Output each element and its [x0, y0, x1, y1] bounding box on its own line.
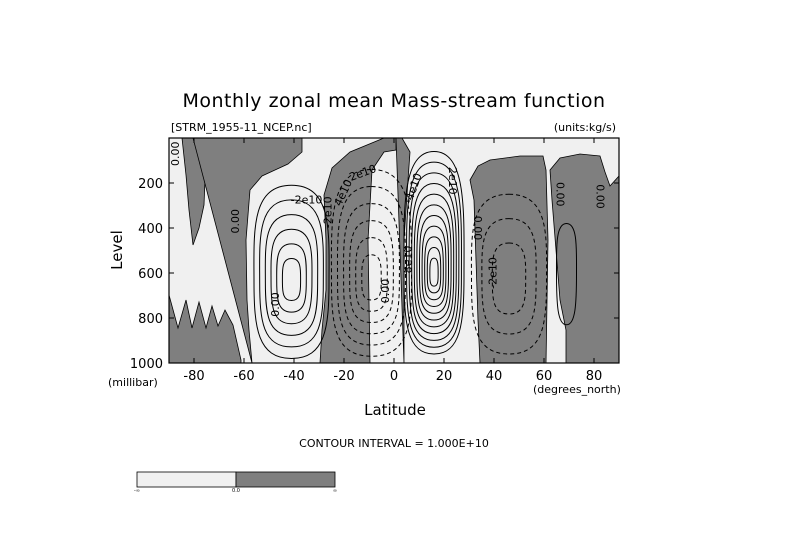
shading-layer: [169, 138, 619, 363]
colorbar-swatch-positive: [136, 471, 237, 488]
contour-line: [406, 161, 462, 348]
contour-line: [416, 204, 452, 321]
contour-line: [491, 242, 527, 315]
contour-line: [253, 184, 330, 360]
contour-label: 8e10: [402, 246, 415, 274]
contour-line: [555, 222, 578, 326]
x-tick-label: 60: [536, 369, 553, 384]
y-axis-ticks: 200 400 600 800 1000: [130, 177, 619, 372]
units-label: (units:kg/s): [554, 121, 616, 134]
x-axis-label: Latitude: [364, 401, 426, 419]
x-axis-ticks: -80 -60 -40 -20 0 20 40 60 80: [183, 138, 602, 384]
colorbar-label-max: ∞: [333, 488, 337, 494]
contour-line: [343, 203, 400, 335]
contour-label: -2e10: [291, 193, 323, 206]
x-tick-label: 40: [486, 369, 503, 384]
contour-line: [413, 193, 455, 328]
contour-label: 0.00: [379, 279, 392, 304]
file-label: [STRM_1955-11_NCEP.nc]: [171, 121, 312, 134]
x-tick-label: 20: [436, 369, 453, 384]
contour-label: 0.00: [229, 209, 242, 234]
contour-line: [421, 225, 447, 307]
contour-label: 0.00: [471, 216, 484, 241]
contour-line: [411, 183, 457, 335]
chart-title: Monthly zonal mean Mass-stream function: [182, 90, 605, 112]
contour-label: 0.00: [169, 142, 182, 167]
contour-line: [264, 214, 319, 336]
contour-line: [336, 186, 407, 346]
colorbar-label-zero: 0.0: [232, 488, 240, 494]
x-tick-label: -40: [283, 369, 304, 384]
x-tick-label: -80: [183, 369, 204, 384]
contour-line: [270, 228, 313, 325]
contour-line: [259, 199, 324, 348]
contour-line: [418, 215, 450, 314]
contour-line: [281, 258, 302, 302]
contour-line: [355, 237, 388, 312]
y-tick-label: 1000: [130, 357, 163, 372]
y-tick-label: 600: [138, 267, 163, 282]
x-unit-label: (degrees_north): [533, 383, 621, 396]
contour-layer: [253, 150, 578, 360]
x-tick-label: 80: [586, 369, 603, 384]
contour-label: -2e10: [487, 257, 500, 289]
contour-label: -2e10: [322, 196, 335, 228]
y-axis-label: Level: [108, 230, 126, 270]
contour-line: [429, 257, 439, 287]
contour-line: [470, 193, 548, 355]
contour-label: 0.00: [554, 182, 567, 207]
shade-negative-cell-tropics: [395, 138, 619, 363]
contour-interval: CONTOUR INTERVAL = 1.000E+10: [299, 437, 489, 450]
contour-line: [424, 236, 444, 301]
y-tick-label: 800: [138, 312, 163, 327]
colorbar: -∞ 0.0 ∞: [134, 471, 337, 494]
contour-line: [426, 247, 442, 294]
x-tick-label: -60: [233, 369, 254, 384]
colorbar-swatch-negative: [235, 471, 336, 488]
x-tick-label: -20: [333, 369, 354, 384]
y-unit-label: (millibar): [108, 376, 158, 389]
contour-label: 0.00: [594, 184, 607, 209]
y-tick-label: 200: [138, 177, 163, 192]
contour-line: [403, 150, 465, 355]
x-tick-label: 0: [390, 369, 398, 384]
shade-negative-cell-sh: [192, 138, 397, 363]
contour-label: 0.00: [269, 292, 282, 317]
contour-line: [276, 243, 307, 313]
colorbar-label-min: -∞: [134, 488, 140, 494]
contour-label: 2e10: [446, 167, 459, 195]
contour-line: [408, 172, 460, 341]
y-tick-label: 400: [138, 222, 163, 237]
